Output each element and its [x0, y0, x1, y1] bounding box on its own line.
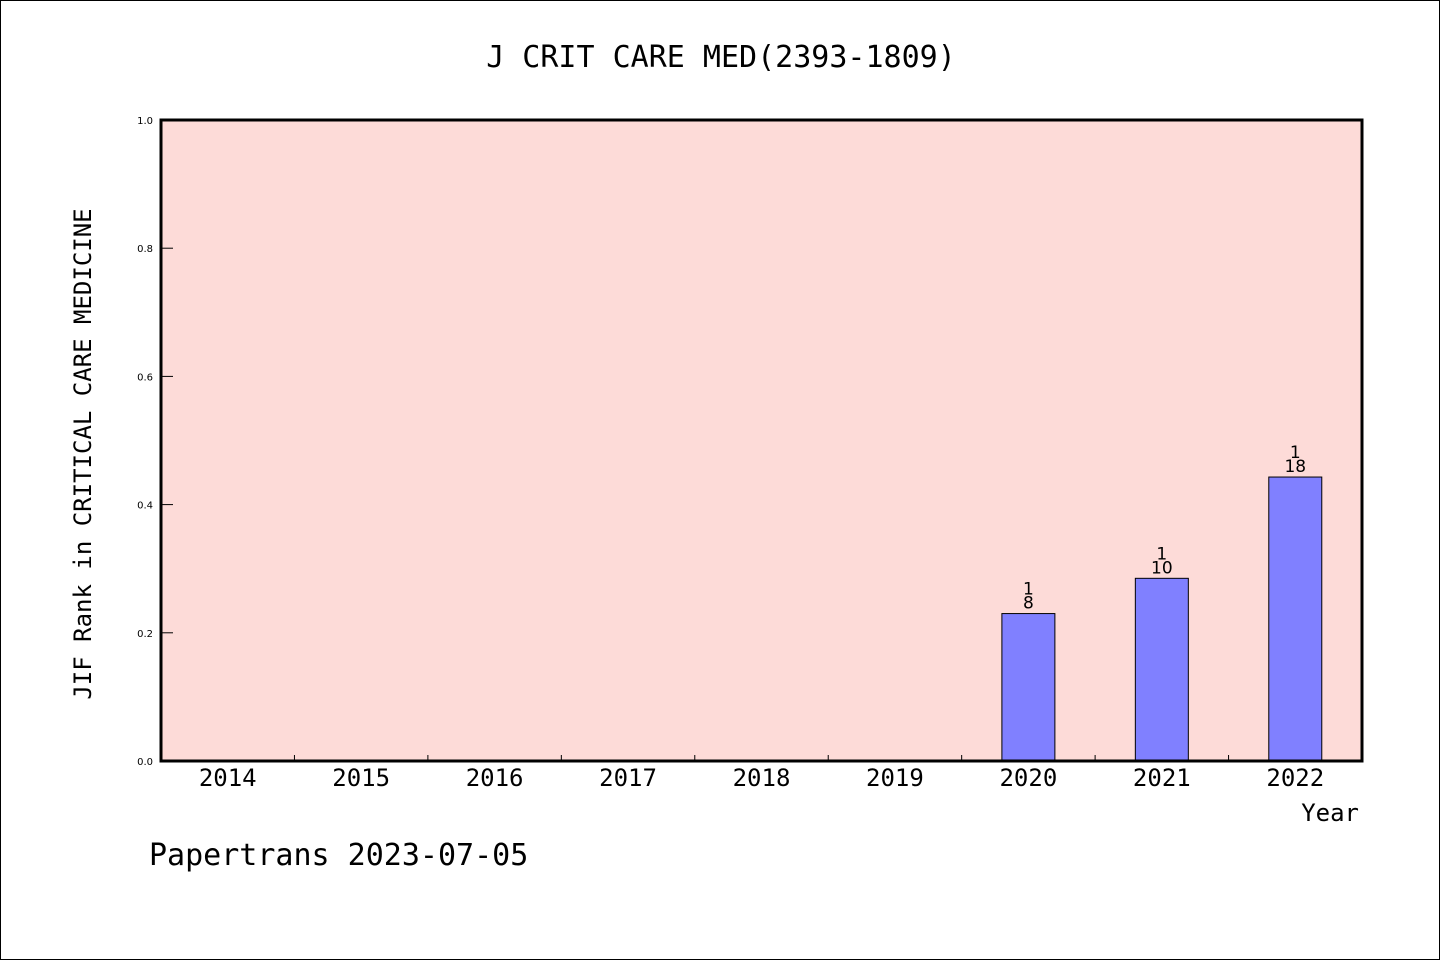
y-tick-label-0.6: 0.6	[137, 372, 153, 383]
bar-label-bottom-2021: 10	[1151, 558, 1173, 578]
x-tick-label-2017: 2017	[599, 764, 657, 792]
bar-2022	[1268, 476, 1323, 762]
bar-2020	[1001, 613, 1056, 762]
y-tick-label-0.8: 0.8	[137, 244, 153, 255]
bar-label-bottom-2020: 8	[1023, 594, 1034, 614]
bar-label-top-2021: 1	[1156, 544, 1167, 564]
y-tick-label-0.2: 0.2	[137, 629, 153, 640]
footer-credit: Papertrans 2023-07-05	[149, 838, 528, 873]
x-tick-label-2015: 2015	[332, 764, 390, 792]
x-tick-label-2018: 2018	[733, 764, 791, 792]
y-tick-label-0.0: 0.0	[137, 757, 153, 768]
plot-border	[159, 118, 1364, 763]
chart-title: J CRIT CARE MED(2393-1809)	[486, 40, 956, 75]
bar-2021	[1134, 577, 1189, 762]
bar-label-bottom-2022: 18	[1284, 457, 1306, 477]
x-axis-label: Year	[1301, 799, 1359, 827]
x-tick-label-2022: 2022	[1266, 764, 1324, 792]
x-tick-label-2019: 2019	[866, 764, 924, 792]
x-tick-label-2014: 2014	[199, 764, 257, 792]
bar-label-top-2020: 1	[1023, 580, 1034, 600]
x-tick-label-2016: 2016	[466, 764, 524, 792]
x-tick-label-2020: 2020	[999, 764, 1057, 792]
bar-label-top-2022: 1	[1290, 443, 1301, 463]
y-tick-label-1.0: 1.0	[137, 116, 153, 127]
y-axis-label: JIF Rank in CRITICAL CARE MEDICINE	[69, 208, 97, 699]
x-tick-label-2021: 2021	[1133, 764, 1191, 792]
y-tick-label-0.4: 0.4	[137, 501, 153, 512]
